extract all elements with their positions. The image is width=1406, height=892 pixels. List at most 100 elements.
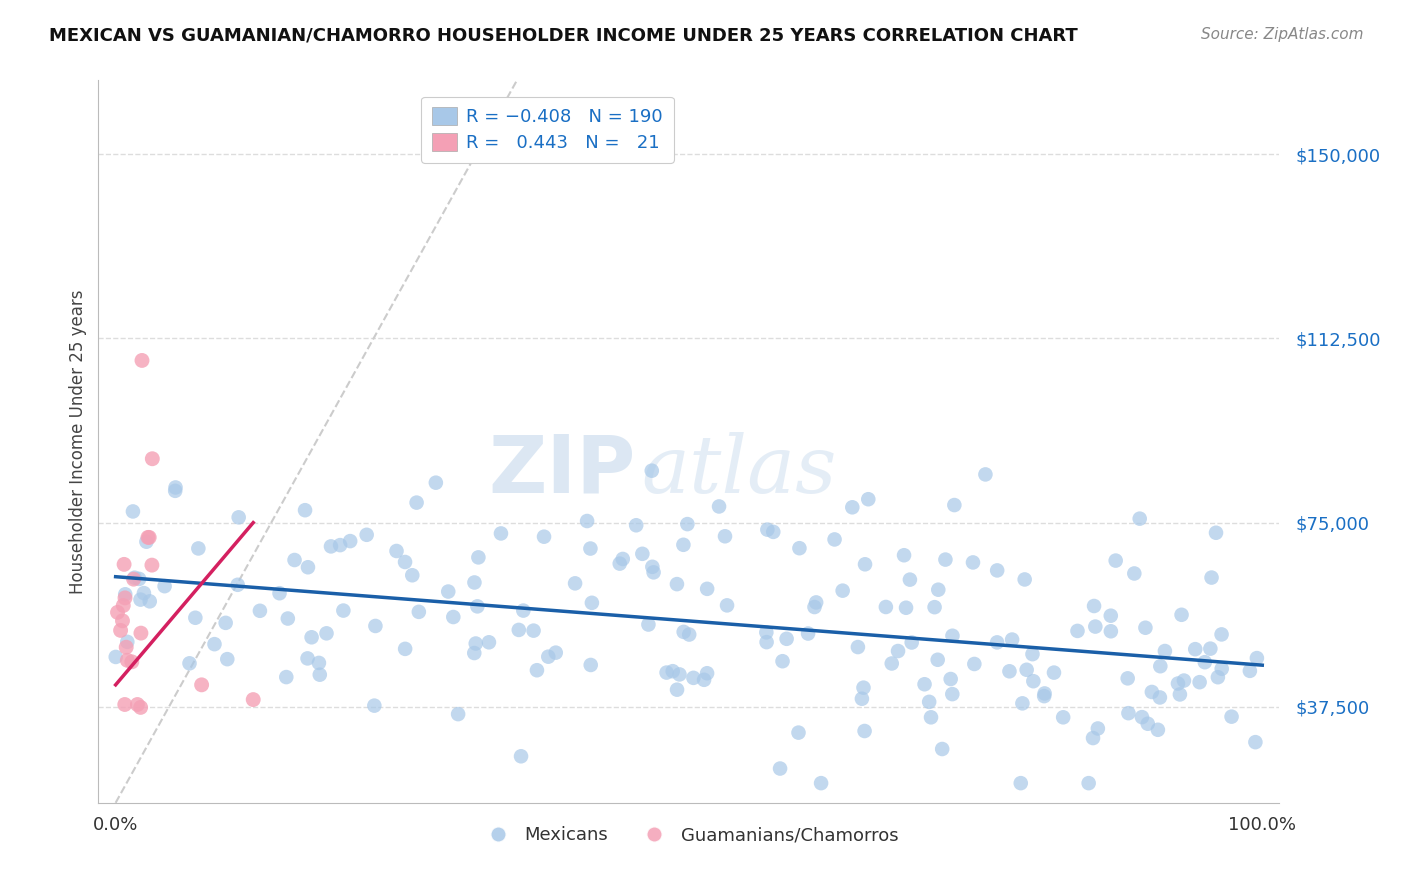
- Point: [425, 475, 447, 490]
- Point: [1168, 688, 1191, 702]
- Point: [1014, 573, 1036, 587]
- Point: [165, 483, 187, 498]
- Point: [804, 595, 827, 609]
- Point: [853, 558, 876, 572]
- Point: [772, 654, 794, 668]
- Point: [1099, 608, 1122, 623]
- Point: [986, 635, 1008, 649]
- Point: [1129, 511, 1152, 525]
- Point: [401, 568, 423, 582]
- Point: [394, 641, 416, 656]
- Point: [1149, 659, 1171, 673]
- Point: [315, 626, 337, 640]
- Point: [463, 646, 485, 660]
- Point: [138, 530, 160, 544]
- Point: [408, 605, 430, 619]
- Point: [356, 528, 378, 542]
- Point: [576, 514, 599, 528]
- Point: [1052, 710, 1074, 724]
- Point: [1154, 644, 1177, 658]
- Point: [666, 682, 689, 697]
- Point: [631, 547, 654, 561]
- Point: [112, 558, 135, 572]
- Point: [339, 534, 361, 549]
- Point: [1194, 655, 1216, 669]
- Point: [831, 583, 853, 598]
- Point: [643, 566, 665, 580]
- Point: [579, 541, 602, 556]
- Point: [204, 637, 226, 651]
- Point: [682, 671, 704, 685]
- Point: [1130, 710, 1153, 724]
- Point: [283, 553, 305, 567]
- Point: [939, 672, 962, 686]
- Point: [655, 665, 678, 680]
- Point: [297, 560, 319, 574]
- Point: [1033, 689, 1056, 703]
- Point: [214, 615, 236, 630]
- Point: [696, 582, 718, 596]
- Point: [385, 544, 408, 558]
- Point: [787, 725, 810, 739]
- Point: [1084, 619, 1107, 633]
- Point: [1010, 776, 1032, 790]
- Point: [581, 596, 603, 610]
- Point: [1135, 621, 1157, 635]
- Point: [1105, 553, 1128, 567]
- Point: [1081, 731, 1104, 745]
- Y-axis label: Householder Income Under 25 years: Householder Income Under 25 years: [69, 289, 87, 594]
- Point: [394, 555, 416, 569]
- Point: [564, 576, 586, 591]
- Point: [1083, 599, 1105, 613]
- Point: [122, 504, 145, 518]
- Point: [665, 577, 688, 591]
- Point: [132, 586, 155, 600]
- Point: [1033, 686, 1056, 700]
- Text: Source: ZipAtlas.com: Source: ZipAtlas.com: [1201, 27, 1364, 42]
- Point: [1170, 607, 1192, 622]
- Point: [329, 538, 352, 552]
- Point: [637, 617, 659, 632]
- Point: [441, 610, 464, 624]
- Point: [165, 480, 187, 494]
- Point: [1015, 663, 1038, 677]
- Point: [1077, 776, 1099, 790]
- Point: [141, 451, 163, 466]
- Point: [934, 552, 956, 566]
- Point: [226, 578, 249, 592]
- Point: [1201, 571, 1223, 585]
- Point: [962, 556, 984, 570]
- Point: [893, 548, 915, 562]
- Point: [1211, 662, 1233, 676]
- Point: [624, 518, 647, 533]
- Point: [918, 695, 941, 709]
- Point: [537, 649, 560, 664]
- Point: [526, 663, 548, 677]
- Point: [139, 594, 162, 608]
- Point: [853, 724, 876, 739]
- Point: [1136, 716, 1159, 731]
- Point: [228, 510, 250, 524]
- Point: [269, 586, 291, 600]
- Point: [755, 625, 778, 640]
- Point: [405, 495, 427, 509]
- Point: [846, 640, 869, 654]
- Point: [755, 635, 778, 649]
- Point: [1184, 642, 1206, 657]
- Point: [107, 605, 129, 619]
- Point: [852, 681, 875, 695]
- Point: [1001, 632, 1024, 647]
- Point: [467, 599, 489, 614]
- Point: [894, 600, 917, 615]
- Point: [716, 599, 738, 613]
- Point: [875, 599, 897, 614]
- Point: [943, 498, 966, 512]
- Point: [129, 700, 152, 714]
- Point: [1206, 670, 1229, 684]
- Point: [824, 533, 846, 547]
- Point: [127, 698, 149, 712]
- Point: [775, 632, 797, 646]
- Point: [579, 657, 602, 672]
- Point: [363, 698, 385, 713]
- Point: [914, 677, 936, 691]
